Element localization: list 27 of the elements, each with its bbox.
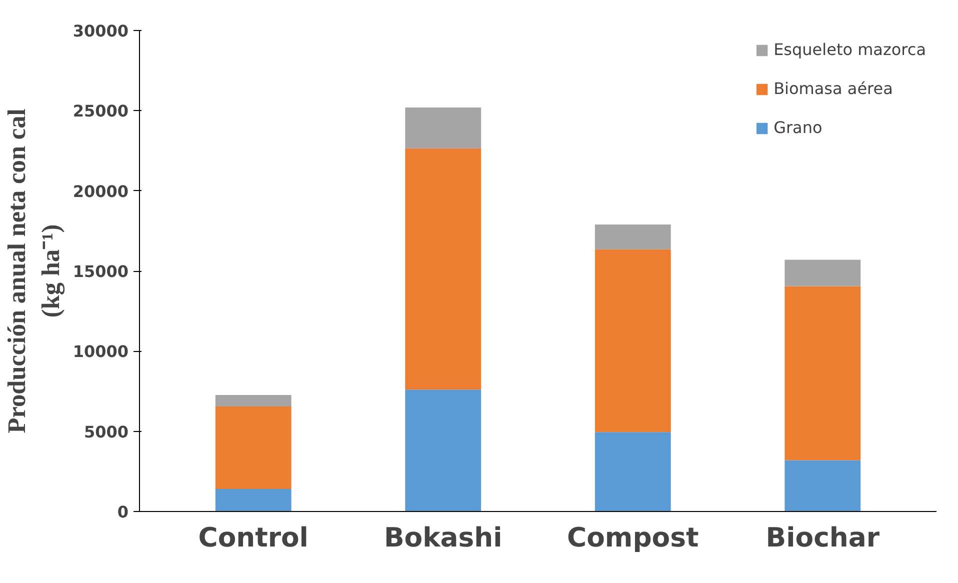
- bar: [594, 432, 671, 512]
- bar: [405, 107, 482, 148]
- bar: [405, 148, 482, 390]
- y-tick-label: 15000: [72, 262, 129, 281]
- y-tick-label: 25000: [72, 102, 129, 121]
- bar: [594, 224, 671, 250]
- y-tick-label: 5000: [84, 422, 128, 442]
- bar: [784, 460, 861, 512]
- bar: [784, 286, 861, 460]
- bar: [594, 249, 671, 432]
- legend-label: Biomasa aérea: [774, 79, 893, 98]
- x-tick-label: Compost: [567, 522, 699, 554]
- y-axis-title: Producción anual neta con cal (kg ha⁻¹): [3, 108, 65, 434]
- x-tick-label: Control: [198, 522, 308, 554]
- y-tick-label: 30000: [72, 22, 129, 40]
- bar: [405, 390, 482, 512]
- y-tick-label: 20000: [72, 182, 129, 201]
- x-tick-label: Biochar: [766, 522, 880, 554]
- bar: [784, 260, 861, 286]
- y-tick-label: 0: [117, 502, 129, 522]
- bar: [215, 489, 292, 512]
- bar: [215, 394, 292, 406]
- x-tick-label: Bokashi: [384, 522, 502, 554]
- bar: [215, 406, 292, 490]
- y-tick-label: 10000: [72, 342, 129, 362]
- legend-label: Grano: [774, 118, 822, 137]
- legend-label: Esqueleto mazorca: [774, 40, 926, 59]
